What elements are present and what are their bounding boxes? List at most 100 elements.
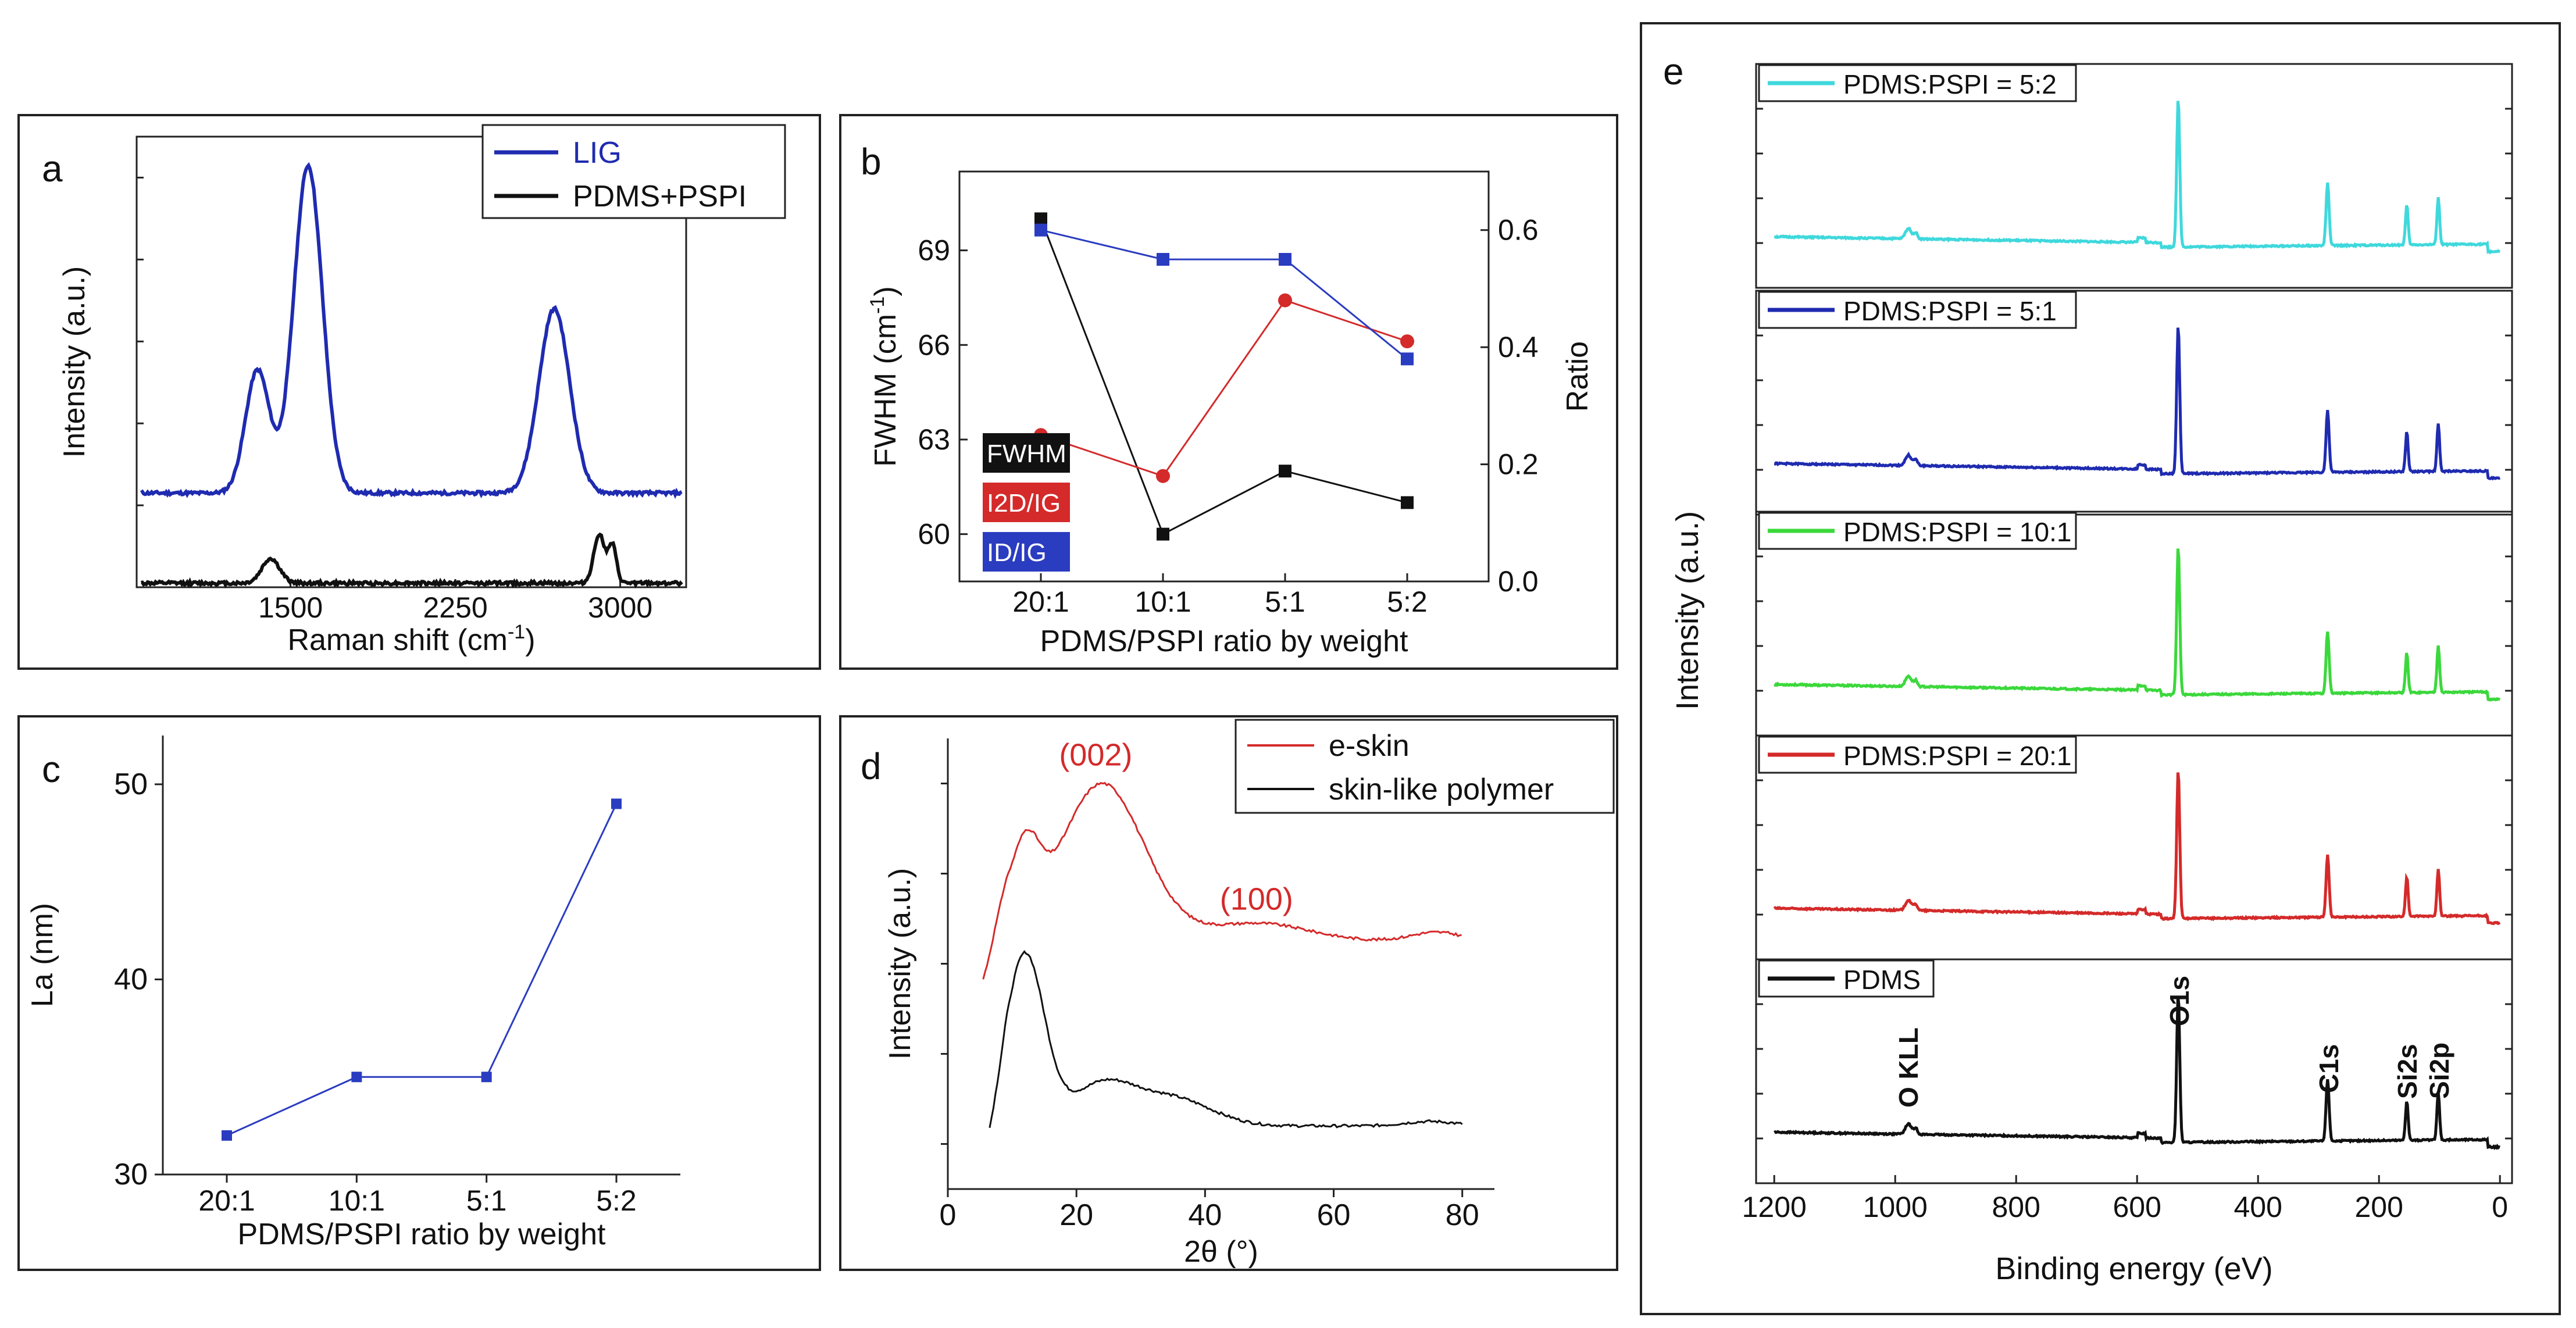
x-axis-label-c: PDMS/PSPI ratio by weight — [238, 1218, 606, 1251]
data-point-la — [351, 1072, 362, 1083]
x-axis-label-d: 2θ (°) — [1184, 1235, 1258, 1269]
peak-annotation-d: (002) — [1059, 738, 1132, 773]
panel-d: 0 20 40 60 80 2θ (°) Intensity (a.u.) (002) (100… — [883, 719, 1615, 1269]
panel-b-frame — [839, 114, 1618, 670]
legend-label-e: PDMS:PSPI = 20:1 — [1843, 741, 2071, 771]
legend-label-e: PDMS — [1843, 965, 1921, 995]
series-line-skin-like-polymer — [989, 950, 1463, 1129]
xps-peak-label: Si2s — [2392, 1044, 2422, 1099]
data-point-idig — [1034, 223, 1047, 237]
legend-label-d: e-skin — [1329, 729, 1410, 763]
panel-letter-c: c — [42, 748, 60, 790]
x-tick-label-e: 800 — [1992, 1191, 2040, 1223]
y-tick-label-left-b: 63 — [918, 423, 950, 456]
x-axis-label-e: Binding energy (eV) — [1995, 1251, 2272, 1286]
data-point-idig — [1401, 352, 1414, 366]
data-point-la — [222, 1130, 232, 1141]
legend-box-b — [983, 433, 1070, 473]
x-tick-label-c: 20:1 — [198, 1184, 255, 1217]
x-axis-label-b: PDMS/PSPI ratio by weight — [1040, 624, 1408, 658]
x-axis-label-a: Raman shift (cm-1) — [287, 621, 535, 657]
panel-c-frame — [17, 715, 821, 1271]
y-axis-label-c: La (nm) — [26, 903, 59, 1007]
y-axis-label-left-b: FWHM (cm-1) — [866, 286, 902, 466]
panel-a: 1500 2250 3000 Raman shift (cm-1) Intensity … — [58, 124, 786, 657]
panel-b: 20:1 10:1 5:1 5:2 60 63 66 69 0.0 0.2 0.4 0.6 PDMS/P… — [866, 170, 1594, 658]
legend-label-e: PDMS:PSPI = 5:1 — [1843, 296, 2057, 326]
x-tick-label-d: 80 — [1446, 1198, 1479, 1232]
x-tick-label-e: 1200 — [1742, 1191, 1807, 1223]
subplot-frame-e — [1755, 958, 2513, 1184]
x-tick-label-a: 2250 — [423, 591, 487, 624]
y-tick-label-c: 40 — [114, 962, 148, 996]
x-tick-label-b: 10:1 — [1134, 586, 1191, 618]
x-tick-label-e: 600 — [2113, 1191, 2161, 1223]
y-tick-label-right-b: 0.2 — [1498, 448, 1539, 481]
xps-peak-label: C1s — [2314, 1044, 2344, 1093]
series-line-e-skin — [982, 781, 1462, 980]
subplot-frame-e — [1755, 63, 2513, 289]
x-tick-label-a: 1500 — [258, 591, 323, 624]
data-point-idig — [1279, 253, 1291, 266]
panel-d-frame — [839, 715, 1618, 1271]
legend-a — [481, 124, 786, 219]
y-tick-label-right-b: 0.0 — [1498, 565, 1539, 598]
legend-label-b: I2D/IG — [987, 489, 1061, 517]
x-tick-label-c: 5:2 — [596, 1184, 637, 1217]
xps-spectrum-line — [1774, 101, 2500, 255]
panel-e-frame — [1640, 22, 2561, 1315]
xps-spectrum-line — [1774, 996, 2500, 1150]
x-tick-label-e: 200 — [2354, 1191, 2403, 1223]
legend-label-a: PDMS+PSPI — [573, 180, 747, 213]
x-tick-label-e: 400 — [2234, 1191, 2282, 1223]
legend-label-e: PDMS:PSPI = 5:2 — [1843, 69, 2057, 99]
series-line-lig — [140, 162, 683, 499]
plot-area-a — [135, 135, 687, 588]
x-tick-label-b: 5:2 — [1387, 586, 1428, 618]
y-axis-label-d: Intensity (a.u.) — [883, 868, 917, 1059]
series-line-la — [226, 803, 618, 1137]
panel-letter-b: b — [861, 141, 882, 183]
series-line-pdms-pspi — [141, 532, 683, 589]
data-point-fwhm — [1034, 212, 1047, 226]
y-tick-label-left-b: 66 — [918, 329, 950, 361]
x-tick-label-c: 10:1 — [329, 1184, 385, 1217]
panel-letter-e: e — [1663, 51, 1684, 92]
legend-box-e — [1758, 959, 1935, 998]
xps-peak-label: Si2p — [2424, 1043, 2454, 1099]
data-point-la — [611, 798, 622, 809]
legend-label-b: ID/IG — [987, 538, 1047, 567]
x-tick-label-d: 60 — [1317, 1198, 1351, 1232]
x-tick-label-d: 0 — [940, 1198, 957, 1232]
x-tick-label-e: 0 — [2492, 1191, 2508, 1223]
series-line-i2dig — [1040, 299, 1408, 477]
data-point-fwhm — [1401, 496, 1414, 509]
data-point-idig — [1157, 253, 1169, 266]
y-tick-label-c: 50 — [114, 767, 148, 801]
legend-box-b — [983, 532, 1070, 572]
legend-label-b: FWHM — [987, 440, 1066, 468]
legend-label-d: skin-like polymer — [1329, 773, 1554, 806]
panel-letter-a: a — [42, 148, 63, 190]
xps-spectrum-line — [1774, 327, 2501, 481]
data-point-fwhm — [1157, 527, 1169, 541]
y-axis-label-right-b: Ratio — [1561, 341, 1594, 412]
panel-letter-d: d — [861, 745, 882, 787]
y-tick-label-right-b: 0.4 — [1498, 331, 1539, 363]
data-point-i2dig — [1156, 469, 1170, 483]
y-axis-label-a: Intensity (a.u.) — [58, 266, 91, 458]
plot-area-b — [958, 170, 1490, 583]
x-tick-label-d: 20 — [1059, 1198, 1093, 1232]
panel-e: PDMS:PSPI = 5:2 PDMS:PSPI = 5:1 PDMS:PSPI … — [1670, 63, 2513, 1286]
x-tick-label-e: 1000 — [1863, 1191, 1928, 1223]
legend-box-b — [983, 483, 1070, 522]
legend-d — [1235, 719, 1615, 814]
y-tick-label-left-b: 60 — [918, 518, 950, 551]
legend-label-e: PDMS:PSPI = 10:1 — [1843, 517, 2071, 547]
xps-spectrum-line — [1773, 772, 2501, 926]
series-line-idig — [1040, 229, 1408, 360]
data-point-i2dig — [1278, 293, 1292, 308]
y-axis-label-e: Intensity (a.u.) — [1670, 511, 1705, 710]
y-tick-label-right-b: 0.6 — [1498, 214, 1539, 247]
